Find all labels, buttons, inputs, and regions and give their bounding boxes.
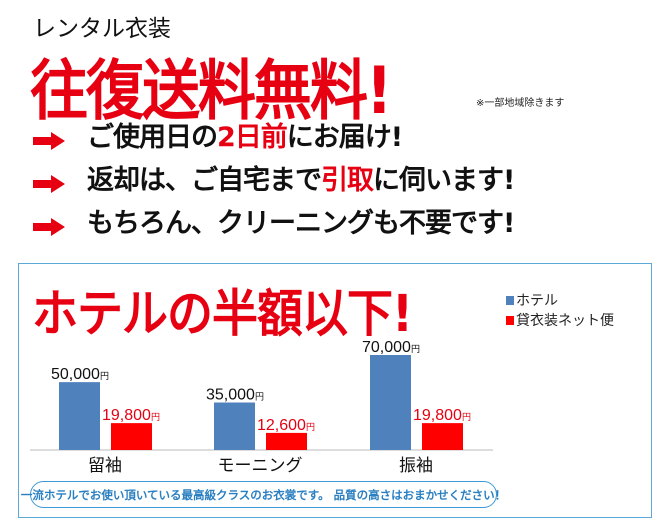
feature-line: もちろん、クリーニングも不要です! [33, 201, 515, 240]
feature-line: ご使用日の 2日前 にお届け! [33, 115, 403, 154]
legend-label: ホテル [516, 293, 558, 309]
data-label: 19,800円 [413, 407, 471, 424]
footnote: ※一部地域除きます [476, 98, 565, 109]
panel-title: ホテルの半額以下! [32, 283, 413, 344]
data-label: 70,000円 [362, 339, 420, 356]
feature-line: 返却は、ご自宅まで 引取 に伺います! [33, 158, 515, 197]
footer-banner: 一流ホテルでお使い頂いている最高級クラスのお衣裳です。 品質の高さはおまかせくだ… [21, 481, 506, 508]
category-label: 留袖 [88, 456, 122, 476]
data-label: 19,800円 [102, 407, 160, 424]
bar-rental [266, 432, 307, 450]
legend-swatch [506, 315, 514, 325]
legend-item-rental: 貸衣装ネット便 [506, 310, 614, 330]
feature-text: もちろん、クリーニングも不要です! [87, 208, 515, 239]
data-label: 35,000円 [206, 387, 264, 404]
legend-label: 貸衣装ネット便 [516, 313, 614, 329]
highlight-text: 2日前 [217, 122, 288, 153]
arrow-right-icon [33, 212, 65, 236]
highlight-text: 引取 [321, 165, 374, 196]
data-label: 50,000円 [51, 366, 109, 383]
bar-hotel [59, 382, 100, 450]
bar-rental [422, 423, 463, 450]
feature-text: 返却は、ご自宅まで [87, 165, 322, 196]
category-label: モーニング [218, 456, 303, 476]
arrow-right-icon [33, 169, 65, 193]
arrow-right-icon [33, 126, 65, 150]
bar-rental [111, 423, 152, 450]
feature-text: にお届け! [286, 122, 403, 153]
bar-hotel [214, 402, 255, 450]
bar-hotel [370, 355, 411, 450]
headline: 往復送料無料! [30, 52, 392, 129]
subtitle: レンタル衣装 [33, 16, 171, 42]
feature-text: に伺います! [373, 165, 515, 196]
data-label: 12,600円 [257, 417, 315, 434]
comparison-panel [18, 263, 652, 518]
feature-text: ご使用日の [87, 122, 218, 153]
category-label: 振袖 [399, 456, 433, 476]
legend-swatch [506, 295, 514, 305]
legend-item-hotel: ホテル [506, 290, 558, 310]
